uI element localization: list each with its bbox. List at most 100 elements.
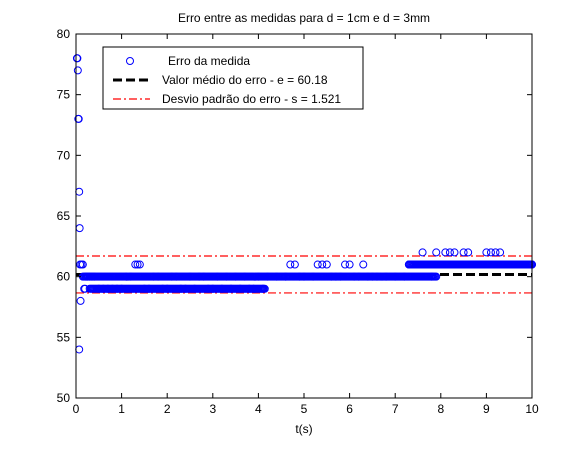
- data-point: [404, 260, 413, 269]
- data-point: [231, 272, 240, 281]
- data-point: [345, 260, 354, 269]
- data-point: [359, 260, 368, 269]
- data-point: [372, 272, 381, 281]
- data-point: [509, 260, 518, 269]
- data-point: [73, 66, 82, 75]
- series-layer: [72, 54, 536, 354]
- data-point: [117, 284, 126, 293]
- data-point: [400, 272, 409, 281]
- data-point: [336, 272, 345, 281]
- data-point: [103, 284, 112, 293]
- data-point: [108, 284, 117, 293]
- data-point: [126, 272, 135, 281]
- data-point: [482, 248, 491, 257]
- data-point: [432, 272, 441, 281]
- data-point: [94, 284, 103, 293]
- chart-title: Erro entre as medidas para d = 1cm e d =…: [178, 11, 430, 25]
- data-point: [354, 272, 363, 281]
- data-point: [240, 272, 249, 281]
- y-tick-label: 75: [57, 88, 71, 102]
- data-point: [167, 272, 176, 281]
- data-point: [427, 272, 436, 281]
- data-point: [135, 260, 144, 269]
- data-point: [122, 272, 131, 281]
- data-point: [295, 272, 304, 281]
- data-point: [423, 260, 432, 269]
- data-point: [327, 272, 336, 281]
- data-point: [87, 272, 96, 281]
- data-point: [81, 284, 90, 293]
- legend: Erro da medida Valor médio do erro - e =…: [102, 46, 364, 110]
- data-point: [350, 272, 359, 281]
- data-point: [477, 260, 486, 269]
- data-point: [514, 260, 523, 269]
- data-point: [436, 260, 445, 269]
- x-tick-label: 6: [346, 402, 353, 416]
- data-point: [76, 296, 85, 305]
- data-point: [217, 284, 226, 293]
- data-point: [496, 248, 505, 257]
- data-point: [491, 248, 500, 257]
- data-point: [518, 260, 527, 269]
- data-point: [445, 248, 454, 257]
- x-tick-label: 3: [209, 402, 216, 416]
- data-point: [363, 272, 372, 281]
- data-point: [140, 284, 149, 293]
- legend-label-erro: Erro da medida: [168, 54, 250, 68]
- x-tick-label: 10: [525, 402, 539, 416]
- y-tick-label: 60: [57, 270, 71, 284]
- data-point: [199, 272, 208, 281]
- data-point: [432, 248, 441, 257]
- data-point: [222, 272, 231, 281]
- axes-layer: 0 1 2 3 4 5 6 7 8 9 10 50 55 60 65 70 75 80: [57, 27, 539, 416]
- x-tick-label: 5: [301, 402, 308, 416]
- data-point: [258, 284, 267, 293]
- data-point: [464, 248, 473, 257]
- data-point: [450, 248, 459, 257]
- data-point: [322, 260, 331, 269]
- data-point: [263, 272, 272, 281]
- data-point: [163, 284, 172, 293]
- x-tick-label: 7: [392, 402, 399, 416]
- data-point: [500, 260, 509, 269]
- data-point: [331, 272, 340, 281]
- x-tick-label: 2: [164, 402, 171, 416]
- y-tick-label: 80: [57, 27, 71, 41]
- data-point: [186, 272, 194, 281]
- data-point: [486, 248, 495, 257]
- data-point: [468, 260, 477, 269]
- data-point: [190, 284, 199, 293]
- y-tick-label: 70: [57, 148, 71, 162]
- data-point: [176, 284, 185, 293]
- legend-marker-erro: [126, 57, 134, 65]
- legend-label-desvio: Desvio padrão do erro - s = 1.521: [162, 92, 341, 106]
- data-point: [281, 272, 290, 281]
- data-point: [74, 114, 83, 123]
- x-tick-label: 4: [255, 402, 262, 416]
- data-point: [245, 284, 254, 293]
- data-point: [236, 284, 245, 293]
- data-point: [149, 272, 158, 281]
- data-point: [286, 260, 295, 269]
- legend-label-media: Valor médio do erro - e = 60.18: [162, 73, 328, 87]
- data-point: [391, 272, 400, 281]
- y-tick-label: 50: [57, 391, 71, 405]
- data-point: [204, 284, 213, 293]
- x-tick-label: 9: [483, 402, 490, 416]
- data-point: [195, 272, 204, 281]
- x-tick-label: 0: [73, 402, 80, 416]
- data-point: [172, 272, 181, 281]
- data-point: [441, 248, 450, 257]
- data-point: [459, 248, 468, 257]
- data-point: [418, 248, 427, 257]
- data-point: [158, 284, 167, 293]
- data-point: [300, 272, 308, 281]
- data-point: [113, 284, 122, 293]
- data-point: [382, 272, 391, 281]
- data-point: [208, 284, 217, 293]
- x-tick-label: 1: [118, 402, 125, 416]
- x-axis-label: t(s): [295, 422, 312, 436]
- data-point: [249, 284, 258, 293]
